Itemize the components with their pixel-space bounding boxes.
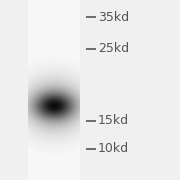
- Text: 15kd: 15kd: [98, 114, 129, 127]
- Text: 25kd: 25kd: [98, 42, 129, 55]
- Text: 10kd: 10kd: [98, 142, 129, 155]
- Text: 35kd: 35kd: [98, 11, 129, 24]
